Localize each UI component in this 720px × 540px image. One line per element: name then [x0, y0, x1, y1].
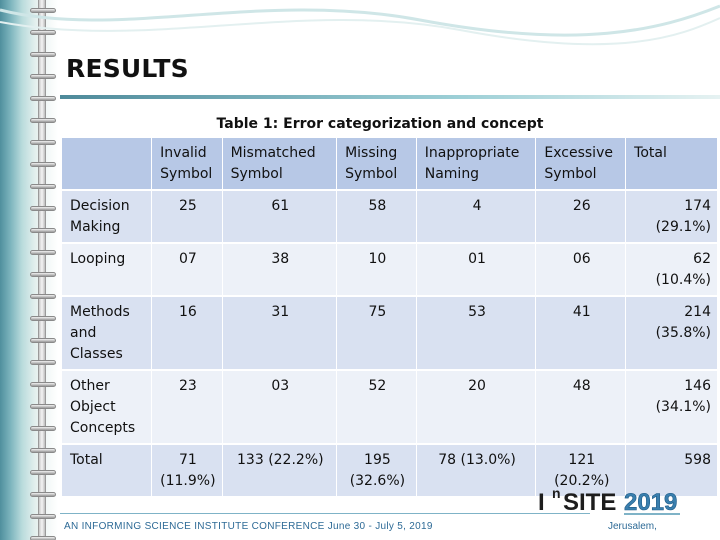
- table-row: Looping 07 38 10 01 06 62 (10.4%): [62, 243, 717, 296]
- table-cell: 16: [151, 296, 223, 370]
- table-cell: 31: [221, 296, 337, 370]
- binder-ring: [30, 228, 56, 233]
- table-row-total: Total 71 (11.9%) 133 (22.2%) 195 (32.6%)…: [62, 444, 717, 496]
- header-invalid-symbol: Invalid Symbol: [151, 138, 223, 191]
- table-cell: 75: [336, 296, 417, 370]
- binder-ring: [30, 294, 56, 299]
- table-cell: 25: [151, 190, 223, 243]
- binder-ring: [30, 470, 56, 475]
- results-table: Invalid Symbol Mismatched Symbol Missing…: [62, 138, 717, 496]
- row-total-cell: 146 (34.1%): [625, 370, 717, 444]
- binder-ring: [30, 96, 56, 101]
- conference-footer: AN INFORMING SCIENCE INSTITUTE CONFERENC…: [64, 521, 433, 532]
- table-cell: 03: [221, 370, 337, 444]
- binder-ring: [30, 8, 56, 13]
- table-cell: 133 (22.2%): [221, 444, 337, 496]
- binder-ring: [30, 30, 56, 35]
- binder-ring: [30, 206, 56, 211]
- table-cell: 61: [221, 190, 337, 243]
- page-title: RESULTS: [66, 54, 189, 83]
- binder-ring: [30, 52, 56, 57]
- binder-ring: [30, 514, 56, 519]
- binder-ring: [30, 338, 56, 343]
- row-total-cell: 62 (10.4%): [625, 243, 717, 296]
- binder-rail: [38, 0, 46, 540]
- table-cell: 26: [535, 190, 626, 243]
- header-corner: [62, 138, 152, 191]
- logo-superscript: n: [552, 485, 561, 501]
- binder-ring: [30, 316, 56, 321]
- binder-ring: [30, 250, 56, 255]
- table-row: Decision Making 25 61 58 4 26 174 (29.1%…: [62, 190, 717, 243]
- row-total-cell: 174 (29.1%): [625, 190, 717, 243]
- table-cell: 20: [415, 370, 536, 444]
- binder-ring: [30, 448, 56, 453]
- row-label: Total: [62, 444, 152, 496]
- logo-prefix: I: [538, 489, 545, 516]
- row-label: Decision Making: [62, 190, 152, 243]
- table-cell: 10: [336, 243, 417, 296]
- header-mismatched-symbol: Mismatched Symbol: [221, 138, 337, 191]
- binder-ring: [30, 184, 56, 189]
- table-row: Other Object Concepts 23 03 52 20 48 146…: [62, 370, 717, 444]
- table-cell: 4: [415, 190, 536, 243]
- insite-logo: I n SITE 2019: [538, 485, 680, 516]
- header-inappropriate-naming: Inappropriate Naming: [415, 138, 536, 191]
- table-cell: 52: [336, 370, 417, 444]
- title-underline: [60, 95, 720, 99]
- table-cell: 41: [535, 296, 626, 370]
- table-cell: 38: [221, 243, 337, 296]
- table-cell: 07: [151, 243, 223, 296]
- binder-ring: [30, 382, 56, 387]
- table-cell: 23: [151, 370, 223, 444]
- header-missing-symbol: Missing Symbol: [336, 138, 417, 191]
- binder-ring: [30, 426, 56, 431]
- table-cell: 195 (32.6%): [336, 444, 417, 496]
- binder-ring: [30, 118, 56, 123]
- header-total: Total: [625, 138, 717, 191]
- logo-year: 2019: [624, 489, 677, 516]
- footer-divider: [60, 513, 590, 514]
- table-row: Methods and Classes 16 31 75 53 41 214 (…: [62, 296, 717, 370]
- table-cell: 78 (13.0%): [415, 444, 536, 496]
- binder-ring: [30, 74, 56, 79]
- table-cell: 06: [535, 243, 626, 296]
- table-cell: 71 (11.9%): [151, 444, 223, 496]
- binder-ring: [30, 536, 56, 540]
- row-label: Looping: [62, 243, 152, 296]
- header-excessive-symbol: Excessive Symbol: [535, 138, 626, 191]
- binder-strip: [0, 0, 58, 540]
- table-cell: 53: [415, 296, 536, 370]
- binder-ring: [30, 360, 56, 365]
- table-cell: 48: [535, 370, 626, 444]
- table-header-row: Invalid Symbol Mismatched Symbol Missing…: [62, 138, 717, 191]
- table-cell: 58: [336, 190, 417, 243]
- row-total-cell: 214 (35.8%): [625, 296, 717, 370]
- header-swirl-decoration: [0, 4, 720, 46]
- row-label: Methods and Classes: [62, 296, 152, 370]
- row-label: Other Object Concepts: [62, 370, 152, 444]
- logo-main: SITE: [563, 489, 616, 516]
- binder-ring: [30, 140, 56, 145]
- location-text: Jerusalem,: [608, 521, 657, 532]
- binder-ring: [30, 272, 56, 277]
- table-caption: Table 1: Error categorization and concep…: [216, 116, 544, 132]
- table-cell: 121 (20.2%): [535, 444, 626, 496]
- grand-total-cell: 598: [625, 444, 717, 496]
- binder-ring: [30, 404, 56, 409]
- binder-ring: [30, 162, 56, 167]
- binder-ring: [30, 492, 56, 497]
- table-cell: 01: [415, 243, 536, 296]
